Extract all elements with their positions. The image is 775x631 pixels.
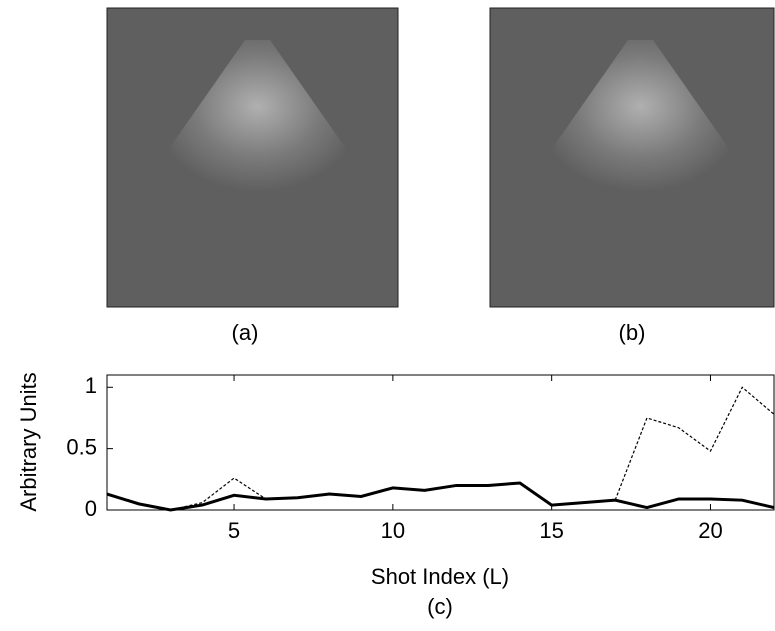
x-tick-label: 5	[228, 518, 240, 543]
y-tick-label: 1	[85, 373, 97, 398]
x-tick-label: 20	[698, 518, 722, 543]
y-axis-label: Arbitrary Units	[16, 372, 41, 511]
caption: (c)	[427, 594, 453, 619]
x-axis-label: Shot Index (L)	[371, 564, 509, 589]
panel-label: (b)	[619, 320, 646, 345]
x-tick-label: 15	[539, 518, 563, 543]
axes-frame	[106, 374, 775, 511]
x-tick-label: 10	[381, 518, 405, 543]
y-tick-label: 0	[85, 496, 97, 521]
data-line	[106, 386, 775, 511]
image-a	[106, 7, 399, 308]
panel-label: (a)	[232, 320, 259, 345]
data-line	[106, 481, 775, 512]
y-tick-label: 0.5	[66, 434, 97, 459]
image-b	[489, 7, 775, 308]
